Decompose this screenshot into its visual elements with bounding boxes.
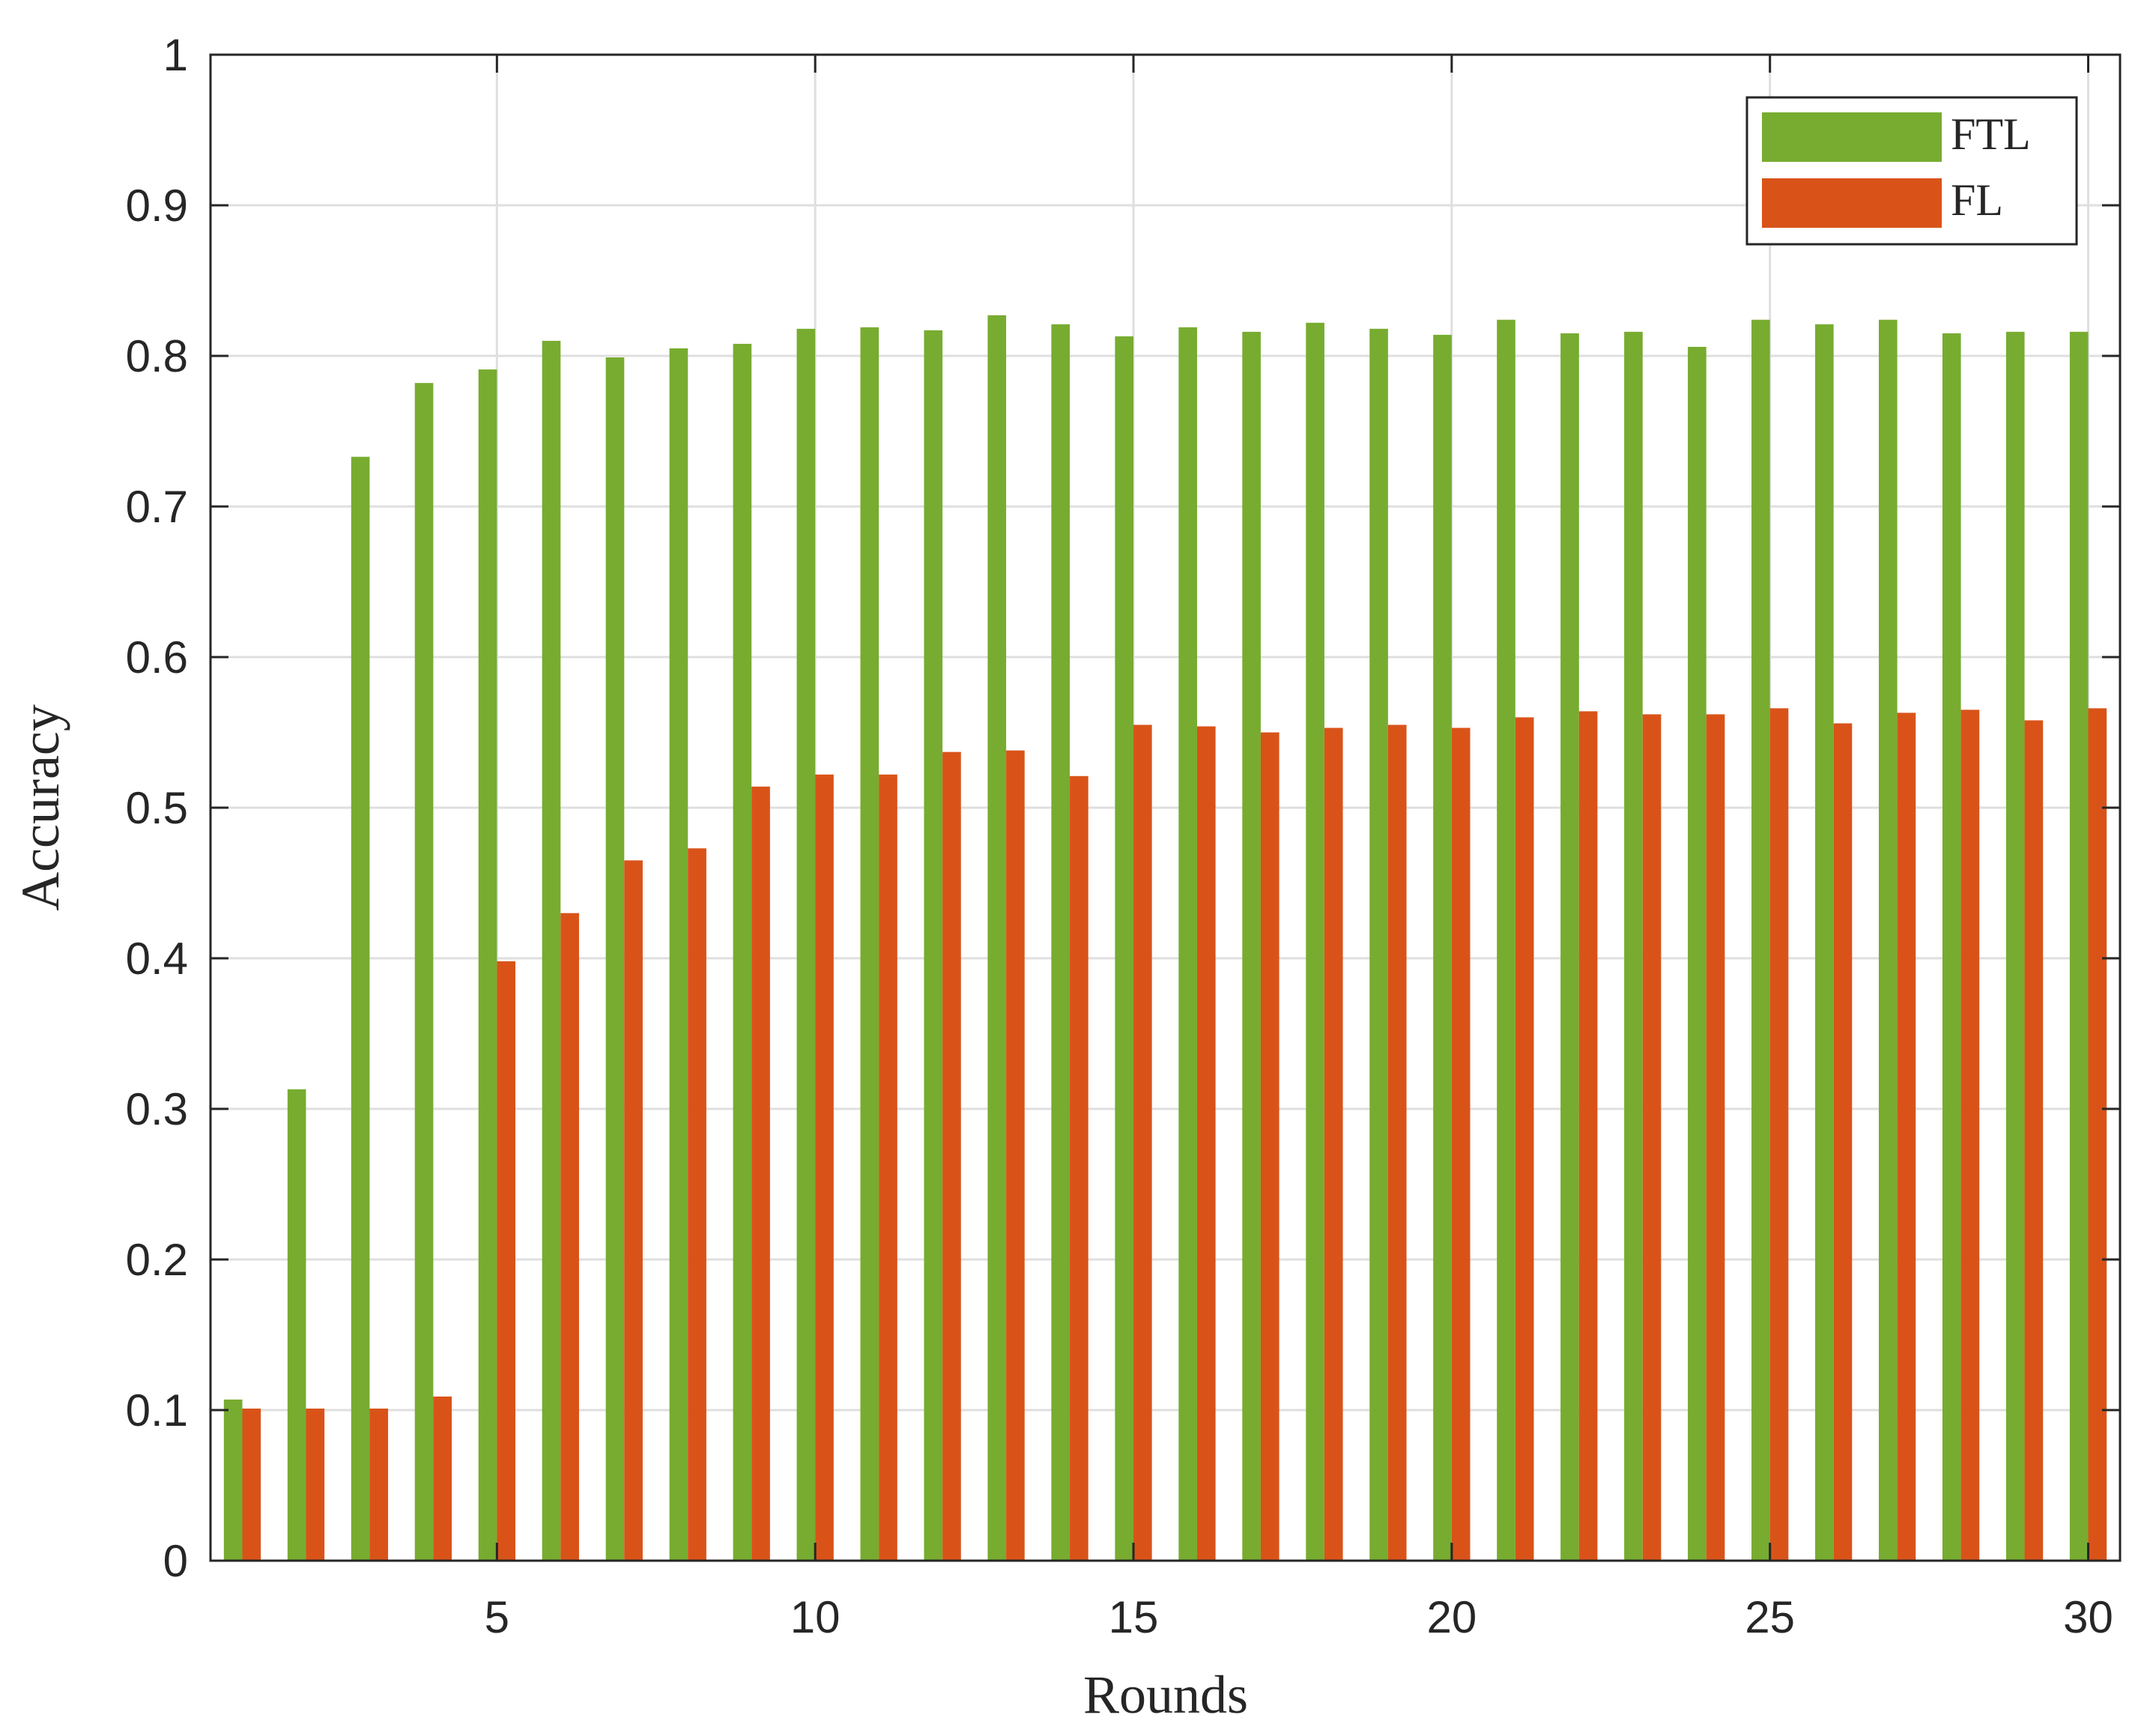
x-tick-labels: 5 10 15 20 25 30 <box>485 1592 2113 1642</box>
bar-ftl-round-4 <box>414 383 434 1561</box>
bar-fl-round-14 <box>1070 775 1088 1561</box>
bar-ftl-round-10 <box>796 328 816 1561</box>
bar-fl-round-4 <box>433 1396 452 1561</box>
legend: FTL FL <box>1745 96 2078 246</box>
bar-fl-round-11 <box>879 774 897 1561</box>
bar-fl-round-19 <box>1387 725 1407 1561</box>
y-tick-label: 1 <box>163 30 188 80</box>
bar-ftl-round-6 <box>542 340 561 1561</box>
bar-fl-round-29 <box>2024 720 2044 1561</box>
bar-ftl-round-23 <box>1624 331 1643 1561</box>
bar-fl-round-18 <box>1324 728 1343 1561</box>
bar-ftl-round-13 <box>987 315 1007 1561</box>
bar-ftl-round-26 <box>1815 324 1834 1561</box>
legend-swatch-ftl <box>1762 112 1942 162</box>
bar-fl-round-2 <box>306 1408 325 1561</box>
bar-ftl-round-22 <box>1560 333 1579 1561</box>
y-tick-label: 0.3 <box>126 1084 188 1134</box>
bars <box>223 315 2107 1561</box>
bar-ftl-round-15 <box>1115 336 1134 1561</box>
bar-fl-round-17 <box>1260 732 1280 1561</box>
bar-fl-round-16 <box>1196 726 1216 1561</box>
x-axis-label: Rounds <box>1083 1665 1248 1725</box>
x-tick-label: 10 <box>790 1592 841 1642</box>
x-tick-label: 15 <box>1109 1592 1159 1642</box>
bar-ftl-round-9 <box>733 343 752 1561</box>
bar-ftl-round-17 <box>1242 331 1261 1561</box>
bar-fl-round-25 <box>1769 708 1789 1561</box>
bar-ftl-round-27 <box>1878 319 1898 1561</box>
axis-ticks <box>211 53 2120 1562</box>
y-tick-label: 0.8 <box>126 331 188 381</box>
bar-ftl-round-2 <box>287 1089 306 1561</box>
bar-ftl-round-30 <box>2069 331 2089 1561</box>
bar-fl-round-12 <box>942 751 961 1561</box>
bar-fl-round-21 <box>1515 717 1534 1561</box>
bar-fl-round-15 <box>1133 725 1152 1561</box>
y-tick-label: 0.5 <box>126 783 188 833</box>
bar-fl-round-5 <box>497 961 515 1561</box>
bar-ftl-round-12 <box>924 330 943 1561</box>
y-tick-label: 0.4 <box>126 934 188 984</box>
bar-ftl-round-28 <box>1942 333 1961 1561</box>
series-fl <box>242 708 2107 1561</box>
bar-fl-round-3 <box>369 1408 389 1561</box>
bar-fl-round-13 <box>1006 750 1025 1561</box>
y-axis-label: Accuracy <box>10 704 70 911</box>
x-tick-label: 25 <box>1745 1592 1795 1642</box>
y-tick-labels: 0 0.1 0.2 0.3 0.4 0.5 0.6 0.7 0.8 0.9 1 <box>126 30 188 1586</box>
bar-ftl-round-20 <box>1433 334 1452 1561</box>
bar-fl-round-20 <box>1451 728 1471 1561</box>
bar-fl-round-30 <box>2088 708 2107 1561</box>
bar-fl-round-1 <box>242 1408 261 1561</box>
series-ftl <box>223 315 2089 1561</box>
bar-ftl-round-7 <box>605 357 625 1561</box>
bar-ftl-round-16 <box>1178 327 1197 1561</box>
legend-swatch-fl <box>1762 178 1942 228</box>
bar-ftl-round-19 <box>1369 328 1388 1561</box>
bar-fl-round-6 <box>560 913 579 1561</box>
bar-ftl-round-18 <box>1306 322 1324 1561</box>
bar-fl-round-27 <box>1897 713 1916 1561</box>
bar-ftl-round-14 <box>1051 324 1071 1561</box>
x-tick-label: 5 <box>485 1592 509 1642</box>
x-tick-label: 20 <box>1426 1592 1477 1642</box>
bar-fl-round-26 <box>1833 723 1853 1561</box>
bar-ftl-round-3 <box>351 456 370 1561</box>
bar-fl-round-23 <box>1642 714 1662 1561</box>
bar-fl-round-22 <box>1578 711 1598 1561</box>
legend-label-fl: FL <box>1951 175 2003 225</box>
y-tick-label: 0.9 <box>126 181 188 231</box>
bar-ftl-round-21 <box>1497 319 1515 1561</box>
x-tick-label: 30 <box>2063 1592 2113 1642</box>
bar-ftl-round-24 <box>1688 346 1707 1561</box>
legend-label-ftl: FTL <box>1951 109 2031 159</box>
bar-fl-round-10 <box>815 774 834 1561</box>
bar-ftl-round-29 <box>2005 331 2025 1561</box>
bar-fl-round-24 <box>1706 714 1725 1561</box>
bar-fl-round-8 <box>688 848 706 1561</box>
y-tick-label: 0.7 <box>126 482 188 532</box>
y-tick-label: 0 <box>163 1536 188 1586</box>
y-tick-label: 0.1 <box>126 1385 188 1436</box>
bar-ftl-round-5 <box>478 369 497 1561</box>
bar-fl-round-7 <box>624 860 643 1561</box>
bar-ftl-round-8 <box>669 348 688 1561</box>
y-tick-label: 0.6 <box>126 632 188 683</box>
bar-ftl-round-1 <box>223 1399 243 1561</box>
bar-ftl-round-11 <box>860 327 879 1561</box>
bar-fl-round-9 <box>751 786 770 1561</box>
bar-ftl-round-25 <box>1751 319 1770 1561</box>
y-tick-label: 0.2 <box>126 1235 188 1285</box>
bar-fl-round-28 <box>1960 710 1980 1561</box>
